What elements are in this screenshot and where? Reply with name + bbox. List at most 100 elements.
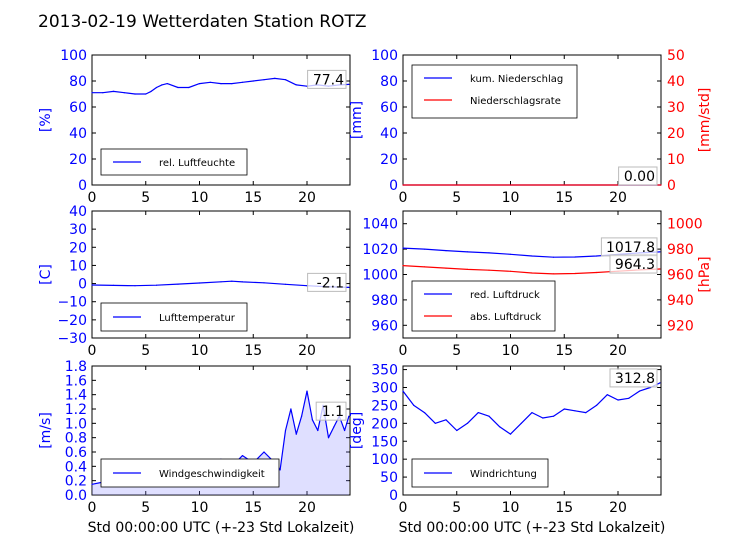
humidity-ytick-label: 40: [69, 126, 87, 142]
pressure-series-point: [402, 247, 404, 249]
wind_direction-series-point: [595, 404, 598, 406]
temperature-ytick-label: 10: [69, 258, 87, 274]
wind_direction-ytick-label: 200: [371, 416, 398, 432]
humidity-series-point: [252, 80, 254, 82]
humidity-series-point: [177, 86, 179, 89]
wind_direction-xtick-label: 20: [609, 500, 627, 516]
pressure-last-value-box: [609, 254, 658, 274]
wind_direction-series-point: [509, 433, 512, 435]
wind_speed-series-point: [348, 415, 350, 417]
humidity-series-point: [220, 83, 222, 85]
pressure-ytick-label: 960: [371, 318, 398, 334]
pressure-series-point: [659, 268, 661, 270]
wind_speed-ytick-label: 1.8: [65, 359, 87, 375]
temperature-ytick-label: −30: [57, 331, 87, 347]
wind_speed-ytick-label: 1.0: [65, 416, 87, 432]
wind_direction-ytick-label: 100: [371, 452, 398, 468]
wind_speed-series-point: [91, 483, 93, 485]
pressure-series-point: [423, 248, 426, 250]
precipitation-ytick-label: 20: [380, 152, 398, 168]
temperature-series-point: [220, 281, 222, 283]
pressure-last-value-label: 964.3: [615, 257, 655, 273]
pressure-series-point: [445, 250, 447, 252]
precipitation-series-point: [402, 184, 404, 186]
pressure-ylabel-right: [hPa]: [697, 256, 713, 292]
humidity-series-point: [209, 81, 211, 83]
wind_speed-ytick-label: 0.4: [65, 459, 87, 475]
humidity-ylabel-left: [%]: [38, 108, 54, 132]
humidity-series-point: [161, 84, 163, 86]
temperature-ytick-label: −10: [57, 295, 87, 311]
wind_direction-series-point: [638, 390, 641, 392]
wind_speed-series-point: [344, 429, 346, 432]
wind_direction-ytick-label: 0: [389, 488, 398, 504]
pressure-series-point: [509, 253, 512, 255]
wind_speed-series-point: [301, 415, 303, 417]
temperature-series-point: [198, 282, 201, 284]
humidity-series-point: [102, 92, 104, 94]
temperature-series-point: [284, 283, 287, 285]
wind_direction-series-point: [445, 419, 447, 421]
temperature-series-point: [91, 284, 93, 286]
humidity-xtick-label: 0: [88, 190, 97, 206]
wind_direction-ytick-label: 250: [371, 398, 398, 414]
precipitation-ytick-label: 0: [389, 178, 398, 194]
temperature-ytick-label: −20: [57, 313, 87, 329]
wind_direction-series-point: [456, 429, 458, 432]
wind_direction-xtick-label: 5: [452, 500, 461, 516]
humidity-series-point: [150, 90, 152, 92]
humidity-xtick-label: 5: [141, 190, 150, 206]
pressure-xtick-label: 20: [609, 343, 627, 359]
pressure-ytick-right-label: 940: [667, 293, 694, 309]
wind_direction-series-point: [617, 399, 619, 401]
wind_speed-ylabel-left: [m/s]: [38, 412, 54, 449]
precipitation-legend-box: [411, 64, 578, 119]
wind_speed-series-fill: [92, 391, 349, 495]
wind_speed-series-point: [279, 469, 281, 471]
wind_speed-legend-label: Windgeschwindigkeit: [159, 469, 265, 480]
humidity-series-point: [155, 86, 158, 89]
pressure-series-point: [488, 269, 490, 271]
temperature-ylabel-left: [C]: [38, 264, 54, 285]
pressure-ytick-right-label: 960: [667, 268, 694, 284]
humidity-series-point: [198, 83, 201, 85]
pressure-series-point: [445, 267, 447, 269]
figure-title: 2013-02-19 Wetterdaten Station ROTZ: [38, 12, 367, 32]
temperature-series-point: [112, 284, 115, 286]
humidity-ytick-label: 100: [60, 48, 87, 64]
wind_speed-ytick-label: 0.6: [65, 445, 87, 461]
precipitation-xtick-label: 15: [555, 190, 573, 206]
wind_direction-series-point: [477, 412, 479, 414]
humidity-series-point: [295, 84, 297, 86]
humidity-series-point: [166, 83, 168, 85]
humidity-series-point: [134, 93, 136, 95]
precipitation-xtick-label: 0: [399, 190, 408, 206]
humidity-series-point: [241, 81, 244, 83]
temperature-ytick-label: 30: [69, 222, 87, 238]
pressure-series-point: [574, 272, 576, 275]
humidity-series-point: [231, 83, 233, 85]
humidity-xtick-label: 15: [244, 190, 262, 206]
temperature-legend-label: Lufttemperatur: [159, 313, 236, 324]
wind_speed-series-point: [311, 419, 313, 421]
wind_speed-series-point: [284, 429, 287, 432]
precipitation-ytick-right-label: 10: [667, 152, 685, 168]
temperature-last-value-box: [307, 272, 347, 292]
pressure-last-value-label: 1017.8: [606, 240, 655, 256]
pressure-xtick-label: 5: [452, 343, 461, 359]
wind_direction-xtick-label: 15: [555, 500, 573, 516]
humidity-xtick-label: 20: [298, 190, 316, 206]
wind_speed-series-point: [317, 429, 319, 432]
wind_speed-xlabel: Std 00:00:00 UTC (+-23 Std Lokalzeit): [88, 520, 355, 536]
precipitation-xtick-label: 10: [502, 190, 520, 206]
pressure-xtick-label: 10: [502, 343, 520, 359]
pressure-series-point: [488, 252, 490, 254]
pressure-series-point: [552, 256, 555, 258]
humidity-xtick-label: 10: [191, 190, 209, 206]
temperature-last-value-label: -2.1: [317, 275, 344, 291]
precipitation-ylabel-right: [mm/std]: [697, 88, 713, 153]
wind_speed-xtick-label: 5: [141, 500, 150, 516]
pressure-xtick-label: 15: [555, 343, 573, 359]
wind_direction-series-point: [606, 394, 608, 396]
pressure-series-point: [659, 251, 661, 253]
